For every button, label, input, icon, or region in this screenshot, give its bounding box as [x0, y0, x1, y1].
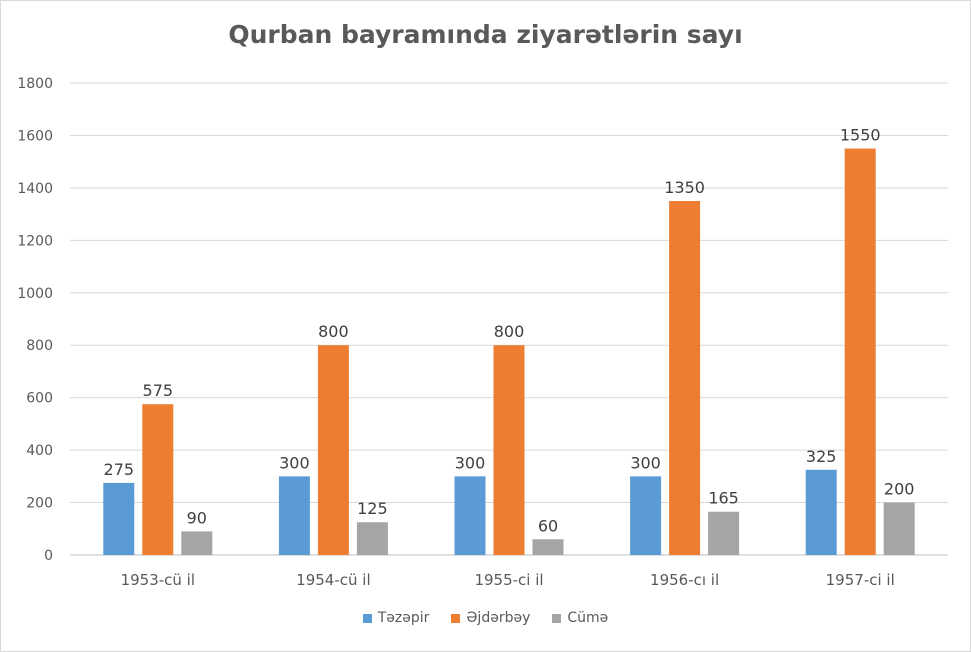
- bar: [356, 522, 388, 555]
- data-label: 200: [884, 480, 915, 499]
- bar: [883, 502, 915, 555]
- x-tick-label: 1957-ci il: [826, 571, 895, 589]
- y-tick-label: 1000: [17, 286, 53, 302]
- legend-item: Əjdərbəy: [451, 610, 530, 626]
- legend-swatch: [362, 613, 372, 623]
- y-tick-label: 400: [26, 443, 53, 459]
- y-tick-label: 1200: [17, 233, 53, 249]
- data-label: 325: [806, 447, 837, 466]
- bar: [493, 345, 525, 555]
- y-tick-label: 800: [26, 338, 53, 354]
- bar: [669, 201, 701, 555]
- y-tick-label: 1600: [17, 128, 53, 144]
- bar: [103, 482, 135, 555]
- bar: [708, 511, 740, 555]
- x-tick-label: 1956-cı il: [650, 571, 719, 589]
- legend-item: Təzəpir: [362, 610, 430, 626]
- data-label: 165: [708, 489, 739, 508]
- data-label: 1350: [664, 178, 705, 197]
- legend-label: Əjdərbəy: [466, 610, 531, 626]
- y-tick-label: 200: [26, 496, 53, 512]
- data-label: 800: [318, 322, 349, 341]
- data-label: 1550: [840, 126, 881, 145]
- x-tick-label: 1954-cü il: [296, 571, 370, 589]
- legend-label: Təzəpir: [377, 610, 430, 626]
- bar: [532, 539, 564, 555]
- legend-item: Cümə: [552, 610, 608, 626]
- bar: [278, 476, 310, 555]
- bar: [805, 469, 837, 555]
- bar: [630, 476, 662, 555]
- legend-swatch: [451, 613, 461, 623]
- data-label: 90: [187, 508, 207, 527]
- legend-swatch: [552, 613, 562, 623]
- bar: [317, 345, 349, 555]
- chart-title: Qurban bayramında ziyarətlərin sayı: [228, 20, 743, 49]
- bar: [181, 531, 213, 555]
- data-label: 125: [357, 499, 388, 518]
- y-tick-label: 0: [44, 548, 53, 564]
- bar: [844, 148, 876, 556]
- bar: [454, 476, 486, 555]
- x-tick-label: 1955-ci il: [474, 571, 543, 589]
- y-tick-label: 1800: [17, 76, 53, 92]
- data-label: 275: [104, 460, 135, 479]
- chart-legend: Təzəpir Əjdərbəy Cümə: [0, 610, 971, 626]
- bar: [142, 404, 174, 555]
- data-label: 575: [143, 381, 174, 400]
- legend-label: Cümə: [567, 610, 609, 626]
- data-label: 800: [494, 322, 525, 341]
- data-label: 60: [538, 516, 558, 535]
- x-tick-label: 1953-cü il: [121, 571, 195, 589]
- data-label: 300: [455, 453, 486, 472]
- data-label: 300: [630, 453, 661, 472]
- y-tick-label: 1400: [17, 181, 53, 197]
- y-tick-label: 600: [26, 391, 53, 407]
- data-label: 300: [279, 453, 310, 472]
